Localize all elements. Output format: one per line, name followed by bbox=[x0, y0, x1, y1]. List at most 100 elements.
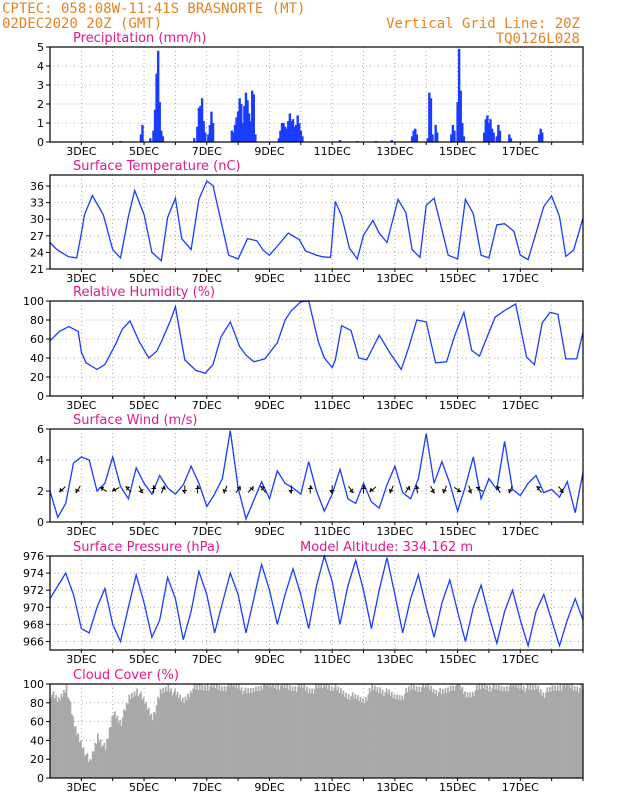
header-init-time: 02DEC2020 20Z (GMT) bbox=[2, 16, 163, 32]
cloud-bar bbox=[525, 688, 528, 778]
x-tick-label: 17DEC bbox=[502, 145, 539, 158]
cloud-bar bbox=[133, 691, 136, 778]
precip-bar bbox=[451, 124, 455, 142]
cloud-bar bbox=[492, 684, 495, 778]
x-tick-label: 13DEC bbox=[376, 272, 413, 285]
cloud-bar bbox=[326, 688, 329, 778]
precip-bar bbox=[436, 132, 439, 142]
cloud-bar bbox=[491, 687, 494, 778]
cloud-bar bbox=[176, 691, 179, 778]
cloud-bar bbox=[215, 684, 218, 778]
cloud-bar bbox=[554, 685, 556, 778]
cloud-bar bbox=[65, 684, 68, 778]
cloud-bar bbox=[124, 710, 127, 778]
cloud-bar bbox=[89, 759, 91, 778]
precip-bar bbox=[232, 132, 235, 142]
cloud-bar bbox=[209, 686, 212, 778]
wind-arrow bbox=[223, 485, 228, 494]
cloud-bar bbox=[393, 694, 396, 778]
wind-arrow bbox=[453, 487, 462, 492]
precip-bar bbox=[429, 98, 433, 142]
cloud-bar bbox=[147, 707, 150, 778]
cloud-bar bbox=[376, 687, 379, 778]
cloud-bar bbox=[140, 691, 142, 778]
cloud-bar bbox=[55, 695, 57, 778]
cloud-bar bbox=[112, 714, 115, 778]
cloud-bar bbox=[323, 684, 325, 778]
y-tick-label: 80 bbox=[30, 697, 44, 710]
precip-bar bbox=[240, 104, 243, 142]
cloud-bar bbox=[532, 684, 534, 778]
cloud-bar bbox=[172, 692, 175, 778]
precip-bar bbox=[156, 50, 160, 142]
cloud-bar bbox=[360, 702, 363, 778]
precip-bar bbox=[211, 123, 215, 142]
precip-bar bbox=[410, 136, 414, 142]
wind-arrow-head bbox=[222, 488, 228, 494]
cloud-bar bbox=[503, 686, 506, 778]
cloud-bar bbox=[248, 693, 251, 778]
cloud-bar bbox=[64, 692, 67, 778]
wind-arrow bbox=[415, 485, 419, 494]
cloud-bar bbox=[238, 684, 240, 778]
cloud-bar bbox=[415, 686, 418, 778]
cloud-bar bbox=[320, 684, 323, 778]
cloud-bar bbox=[69, 701, 72, 778]
wind-arrow bbox=[443, 485, 447, 494]
precip-bar bbox=[139, 134, 143, 142]
panel-frame bbox=[49, 46, 584, 143]
cloud-bar bbox=[277, 684, 280, 778]
cloud-bar bbox=[407, 686, 410, 778]
x-tick-label: 7DEC bbox=[192, 525, 222, 538]
cloud-bar bbox=[377, 692, 380, 778]
precip-bar bbox=[450, 134, 453, 142]
wind-arrow bbox=[495, 485, 501, 494]
cloud-bar bbox=[153, 711, 155, 778]
cloud-bar bbox=[154, 713, 157, 778]
cloud-bar bbox=[481, 684, 483, 778]
x-tick-label: 7DEC bbox=[192, 653, 222, 666]
x-tick-label: 3DEC bbox=[66, 399, 96, 412]
precip-bar bbox=[158, 102, 161, 142]
cloud-bar bbox=[571, 684, 573, 778]
cloud-bar bbox=[117, 722, 120, 778]
cloud-bar bbox=[219, 690, 222, 778]
cloud-bar bbox=[270, 686, 273, 778]
x-tick-label: 17DEC bbox=[502, 653, 539, 666]
cloud-bar bbox=[245, 693, 248, 778]
cloud-bar bbox=[296, 686, 299, 778]
cloud-bar bbox=[373, 685, 376, 778]
precip-bar bbox=[338, 140, 342, 142]
cloud-bar bbox=[453, 690, 456, 778]
cloud-bar bbox=[555, 690, 558, 778]
cloud-bar bbox=[542, 692, 545, 778]
cloud-bar bbox=[108, 727, 111, 778]
model-altitude-label: Model Altitude: 334.162 m bbox=[300, 540, 473, 555]
wind-arrow bbox=[558, 486, 565, 493]
x-tick-label: 7DEC bbox=[192, 781, 222, 794]
cloud-bar bbox=[162, 687, 165, 778]
cloud-bar bbox=[127, 704, 129, 778]
cloud-bar bbox=[508, 686, 511, 778]
precip-bar bbox=[251, 90, 254, 142]
cloud-bar bbox=[294, 686, 296, 778]
cloud-bar bbox=[572, 690, 575, 778]
cloud-bar bbox=[265, 685, 268, 778]
cloud-bar bbox=[110, 726, 112, 778]
cloud-bar bbox=[98, 741, 101, 778]
cloud-bar bbox=[359, 696, 362, 778]
cloud-bar bbox=[52, 691, 55, 778]
cloud-bar bbox=[478, 684, 481, 778]
cloud-bar bbox=[432, 688, 435, 778]
cloud-bar bbox=[337, 686, 340, 778]
x-tick-label: 9DEC bbox=[254, 653, 284, 666]
cloud-bar bbox=[104, 749, 107, 778]
cloud-bar bbox=[495, 685, 498, 778]
y-tick-label: 60 bbox=[30, 333, 44, 346]
wind-arrow bbox=[404, 485, 410, 494]
series-line bbox=[49, 430, 584, 521]
y-tick-label: 21 bbox=[30, 263, 44, 276]
cloud-bar bbox=[530, 689, 533, 778]
precip-bar bbox=[152, 130, 155, 142]
cloud-bar bbox=[72, 716, 74, 778]
